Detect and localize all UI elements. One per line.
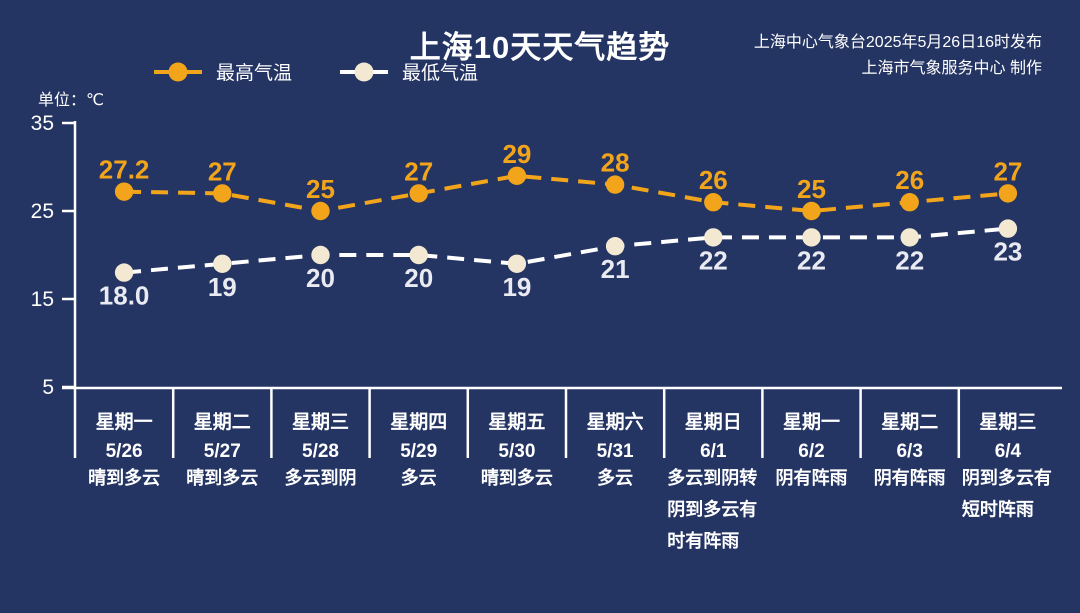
condition-label: 阴到多云有 <box>667 499 757 520</box>
condition-label: 阴有阵雨 <box>874 467 946 488</box>
issuer-line-1: 上海中心气象台2025年5月26日16时发布 <box>753 34 1042 51</box>
high-temp-point <box>507 166 527 185</box>
date-label: 5/29 <box>400 441 437 462</box>
y-tick-label: 5 <box>42 376 54 399</box>
weekday-label: 星期三 <box>292 411 349 433</box>
high-temp-line <box>124 173 1009 214</box>
y-tick-label: 15 <box>31 288 54 311</box>
high-temp-value-label: 26 <box>699 165 728 195</box>
high-temp-value-label: 27.2 <box>99 155 150 185</box>
high-temp-value-label: 28 <box>601 148 630 178</box>
high-temp-point <box>998 184 1018 203</box>
weekday-label: 星期二 <box>194 411 251 433</box>
low-temp-point <box>998 219 1018 238</box>
low-temp-point <box>802 228 821 247</box>
high-temp-value-label: 25 <box>797 174 826 204</box>
condition-label: 晴到多云 <box>481 467 553 488</box>
high-temp-point <box>409 184 428 203</box>
condition-label: 多云 <box>401 467 437 488</box>
low-temp-value-label: 23 <box>993 237 1022 267</box>
low-temp-point <box>311 245 330 265</box>
condition-label: 多云到阴 <box>285 467 357 488</box>
low-temp-point <box>409 245 428 265</box>
page-title: 上海10天天气趋势 <box>409 30 671 65</box>
legend-item-high-temp: 最高气温 <box>152 58 292 85</box>
low-temp-point <box>507 254 527 273</box>
condition-label: 阴到多云有 <box>962 467 1052 488</box>
condition-label: 多云 <box>597 467 633 488</box>
high-temp-value-label: 26 <box>895 165 924 195</box>
low-temp-value-label: 22 <box>797 245 826 275</box>
low-temp-value-label: 21 <box>601 254 630 284</box>
weekday-label: 星期一 <box>96 411 153 433</box>
low-temp-point <box>213 254 232 273</box>
high-temp-value-label: 27 <box>993 156 1022 186</box>
issuer-line-2: 上海市气象服务中心 制作 <box>861 60 1042 77</box>
weekday-label: 星期日 <box>685 411 742 433</box>
date-label: 5/28 <box>302 441 339 462</box>
date-label: 5/31 <box>597 441 634 462</box>
high-temp-point <box>114 182 134 201</box>
low-temp-value-label: 19 <box>502 272 531 302</box>
legend: 最高气温 最低气温 <box>152 58 478 85</box>
high-temp-value-label: 29 <box>502 139 531 169</box>
condition-label: 阴有阵雨 <box>776 467 848 488</box>
date-label: 5/27 <box>204 441 241 462</box>
weekday-label: 星期一 <box>783 411 840 433</box>
low-temp-value-label: 20 <box>306 263 335 293</box>
high-temp-value-label: 25 <box>306 174 335 204</box>
y-tick-label: 35 <box>31 112 54 135</box>
date-label: 6/4 <box>995 441 1022 462</box>
condition-label: 短时阵雨 <box>962 499 1034 520</box>
low-temp-value-label: 19 <box>208 272 237 302</box>
date-label: 6/1 <box>700 441 727 462</box>
high-temp-point <box>311 201 330 221</box>
weekday-label: 星期二 <box>881 411 938 433</box>
weekday-label: 星期五 <box>488 411 545 433</box>
low-temp-value-label: 22 <box>895 245 924 275</box>
low-temp-line <box>123 226 1009 275</box>
condition-label: 晴到多云 <box>88 467 160 488</box>
high-temp-point <box>900 193 919 212</box>
date-label: 5/26 <box>106 441 143 462</box>
legend-marker-icon <box>340 62 389 81</box>
high-temp-value-label: 27 <box>404 156 433 186</box>
weekday-label: 星期四 <box>390 411 447 433</box>
condition-label: 时有阵雨 <box>667 530 739 551</box>
high-temp-point <box>704 193 723 212</box>
low-temp-value-label: 18.0 <box>99 281 150 311</box>
date-label: 5/30 <box>498 441 535 462</box>
low-temp-point <box>605 237 625 256</box>
high-temp-point <box>605 175 625 194</box>
issuer-info: 上海中心气象台2025年5月26日16时发布 上海市气象服务中心 制作 <box>754 30 1042 82</box>
low-temp-point <box>900 228 919 247</box>
legend-label: 最低气温 <box>402 63 479 84</box>
high-temp-point <box>802 201 821 221</box>
legend-item-low-temp: 最低气温 <box>338 58 478 85</box>
legend-label: 最高气温 <box>216 63 293 84</box>
low-temp-value-label: 20 <box>404 263 433 293</box>
low-temp-point <box>114 263 134 282</box>
weekday-label: 星期六 <box>587 410 644 433</box>
date-label: 6/2 <box>798 441 824 462</box>
date-label: 6/3 <box>896 441 922 462</box>
low-temp-point <box>704 228 723 247</box>
legend-marker-icon <box>154 62 202 81</box>
weekday-label: 星期三 <box>979 411 1036 433</box>
low-temp-value-label: 22 <box>699 245 728 275</box>
condition-label: 晴到多云 <box>186 467 258 488</box>
high-temp-point <box>213 184 232 203</box>
unit-label: 单位：℃ <box>38 92 104 109</box>
y-tick-label: 25 <box>31 200 54 223</box>
high-temp-value-label: 27 <box>208 156 237 186</box>
condition-label: 多云到阴转 <box>667 467 757 488</box>
